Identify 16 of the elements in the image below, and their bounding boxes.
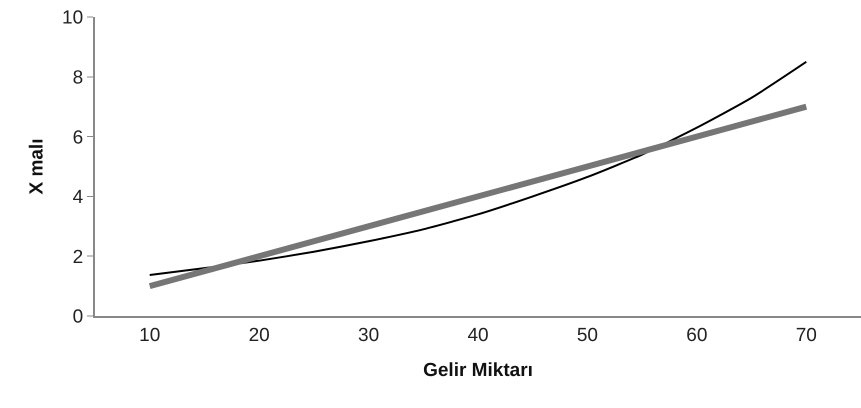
y-tick-label: 8	[72, 67, 84, 88]
x-tick-label: 40	[467, 324, 489, 346]
y-tick-label: 0	[72, 306, 84, 328]
x-tick-label: 50	[576, 324, 598, 346]
y-tick-label: 4	[72, 187, 84, 208]
x-tick-label: 60	[686, 324, 708, 346]
y-tick-label: 2	[72, 246, 84, 268]
x-tick-label: 30	[358, 324, 380, 346]
y-tick-label: 6	[72, 127, 84, 148]
x-tick-label: 70	[796, 324, 817, 346]
x-axis-title: Gelir Miktarı	[423, 360, 533, 382]
line-series	[148, 60, 808, 276]
x-tick-label: 20	[248, 324, 270, 346]
x-tick-label: 10	[139, 324, 160, 346]
y-axis-title: X malı	[26, 138, 48, 194]
y-tick-label: 10	[62, 8, 84, 29]
